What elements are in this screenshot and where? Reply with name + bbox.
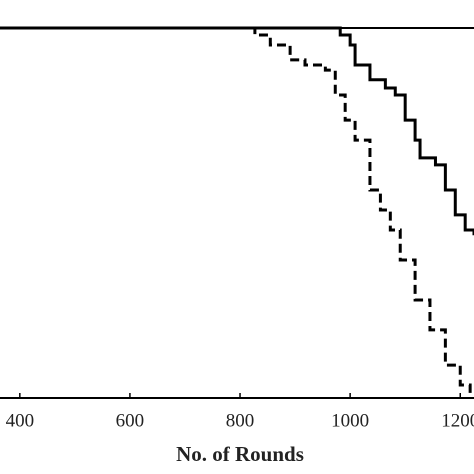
x-axis-label: No. of Rounds bbox=[176, 442, 304, 466]
x-tick-label: 1200 bbox=[441, 410, 474, 431]
x-tick-label: 1000 bbox=[331, 410, 369, 431]
x-tick-label: 600 bbox=[116, 410, 145, 431]
line-series bbox=[0, 26, 474, 236]
line-series bbox=[0, 26, 472, 398]
x-tick-label: 400 bbox=[6, 410, 35, 431]
x-tick-label: 800 bbox=[226, 410, 255, 431]
